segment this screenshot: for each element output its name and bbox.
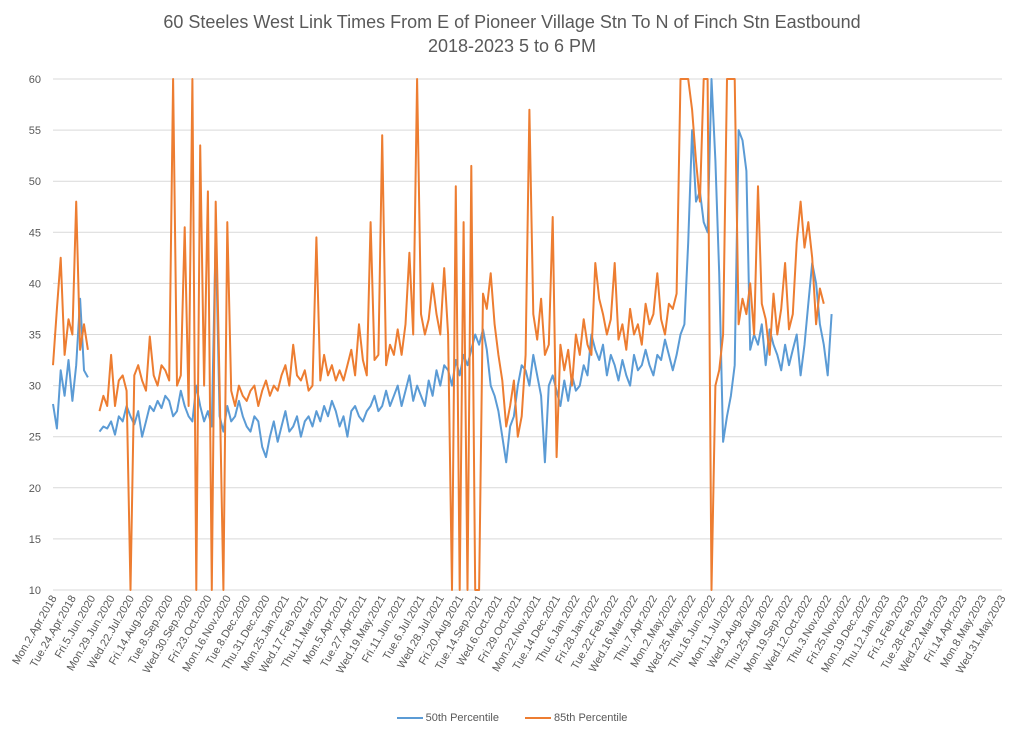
y-tick-label: 40	[29, 278, 41, 290]
y-tick-label: 45	[29, 227, 41, 239]
chart-subtitle: 2018-2023 5 to 6 PM	[427, 36, 597, 56]
series-line-85th-percentile	[52, 78, 825, 591]
y-tick-label: 15	[29, 534, 41, 546]
legend-item-85th: 85th Percentile	[525, 712, 627, 724]
y-tick-label: 50	[29, 176, 41, 188]
chart-title: 60 Steeles West Link Times From E of Pio…	[163, 12, 861, 32]
y-tick-label: 55	[29, 125, 41, 137]
legend-label-50th: 50th Percentile	[425, 712, 499, 724]
y-axis-ticks: 10 15 20 25 30 35 40 45 50 55 60	[29, 74, 41, 597]
y-tick-label: 35	[29, 330, 41, 342]
legend-label-85th: 85th Percentile	[554, 712, 628, 724]
legend-item-50th: 50th Percentile	[396, 712, 499, 724]
y-tick-label: 60	[29, 74, 41, 86]
y-tick-label: 30	[29, 381, 41, 393]
x-axis-ticks: Mon.2.Apr.2018Tue.24.Apr.2018Fri.5.Jun.2…	[10, 594, 1008, 676]
legend: 50th Percentile 85th Percentile	[0, 712, 1024, 724]
y-tick-label: 10	[29, 585, 41, 597]
legend-swatch-50th	[396, 717, 423, 719]
legend-swatch-85th	[525, 717, 551, 719]
series-lines	[52, 78, 833, 591]
y-tick-label: 20	[29, 483, 41, 495]
chart-title-block: 60 Steeles West Link Times From E of Pio…	[0, 10, 1024, 58]
y-tick-label: 25	[29, 432, 41, 444]
